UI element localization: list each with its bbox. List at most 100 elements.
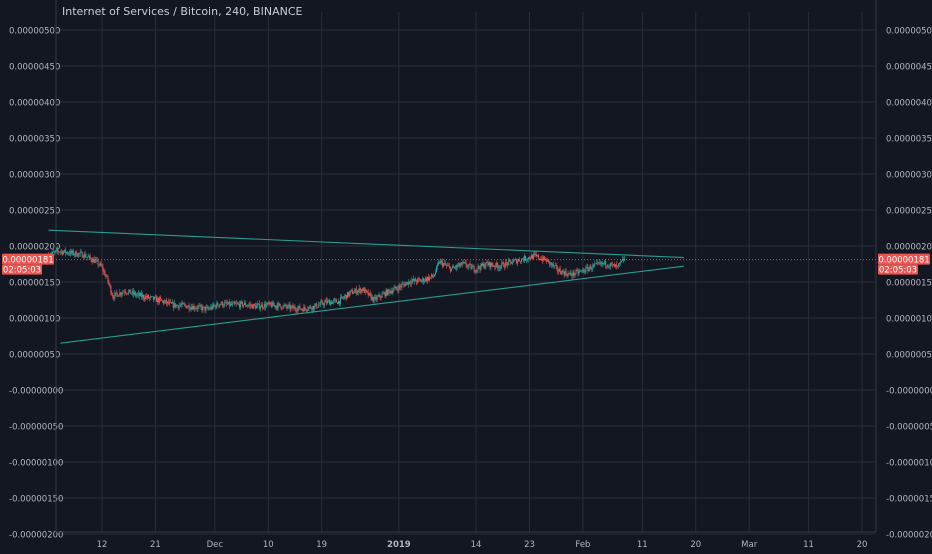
candle-body — [444, 263, 446, 265]
candle-body — [261, 304, 263, 308]
candle-body — [379, 294, 381, 298]
candle-body — [509, 260, 511, 261]
candle-body — [269, 302, 271, 305]
candle-body — [467, 265, 469, 268]
candle-body — [240, 301, 242, 308]
candle-body — [314, 305, 316, 310]
candle-body — [161, 300, 163, 302]
candle-body — [178, 305, 180, 309]
candle-body — [385, 290, 387, 297]
candle-body — [127, 293, 129, 295]
candle-body — [313, 305, 315, 310]
candle-body — [410, 282, 412, 284]
candle-body — [83, 253, 85, 258]
candle-body — [238, 303, 240, 305]
candle-body — [283, 305, 285, 307]
candle-body — [575, 270, 577, 274]
trendline-lower[interactable] — [60, 265, 684, 344]
candle-body — [495, 262, 497, 268]
candle-body — [551, 263, 553, 265]
candle-body — [476, 269, 478, 271]
candle-body — [132, 291, 134, 294]
candle-body — [61, 251, 63, 255]
candle-body — [71, 250, 73, 254]
candle-body — [612, 264, 614, 265]
candle-body — [471, 266, 473, 269]
candle-body — [148, 295, 150, 299]
candle-body — [129, 289, 131, 292]
candle-body — [147, 295, 149, 298]
candle-body — [92, 258, 94, 263]
candle-body — [424, 280, 426, 282]
candle-body — [135, 292, 137, 296]
candle-body — [301, 309, 303, 310]
candle-body — [493, 266, 495, 267]
candle-body — [472, 266, 474, 267]
candle-body — [514, 259, 516, 261]
candle-body — [615, 264, 617, 268]
candle-body — [503, 262, 505, 267]
candle-body — [602, 262, 604, 265]
y-tick-label-left: 0.00000100 — [9, 315, 60, 325]
candle-body — [173, 303, 175, 308]
candle-body — [196, 308, 198, 309]
candle-body — [380, 297, 382, 298]
candle-body — [162, 300, 164, 304]
candle-body — [582, 269, 584, 271]
candle-body — [318, 304, 320, 308]
candle-body — [465, 262, 467, 267]
candle-body — [97, 260, 99, 266]
candle-body — [82, 257, 84, 259]
x-tick-label: Mar — [741, 540, 758, 550]
candle-body — [187, 305, 189, 307]
trendline-upper[interactable] — [48, 229, 684, 259]
candle-body — [288, 304, 290, 306]
candle-body — [401, 284, 403, 288]
candle-body — [253, 304, 255, 306]
candle-body — [456, 265, 458, 267]
candle-body — [593, 264, 595, 266]
candle-body — [483, 263, 485, 268]
candle-body — [618, 264, 620, 266]
candle-body — [473, 266, 475, 272]
candle-body — [558, 268, 560, 272]
candle-body — [369, 292, 371, 295]
candle-body — [182, 302, 184, 304]
y-tick-label-left: 0.00000200 — [9, 243, 60, 253]
candle-body — [609, 266, 611, 268]
candle-body — [434, 274, 435, 277]
candle-body — [530, 255, 532, 259]
candle-body — [289, 304, 291, 310]
candle-body — [168, 301, 170, 304]
candle-body — [451, 266, 453, 269]
candle-body — [296, 310, 298, 312]
candle-body — [360, 289, 362, 293]
candle-body — [525, 256, 527, 261]
candle-body — [469, 263, 471, 265]
candle-body — [64, 249, 66, 254]
candle-body — [119, 292, 121, 296]
candle-body — [231, 303, 233, 305]
candle-body — [408, 281, 410, 285]
x-tick-label: 20 — [690, 540, 701, 550]
candle-body — [344, 295, 346, 297]
y-tick-label-right: -0.00000050 — [886, 423, 932, 433]
candle-body — [330, 301, 332, 305]
candle-body — [461, 262, 463, 265]
candle-body — [125, 292, 127, 294]
candle-body — [414, 278, 416, 281]
candle-body — [214, 305, 216, 307]
candle-body — [522, 258, 524, 260]
y-tick-label-left: 0.00000150 — [9, 279, 60, 289]
candle-body — [201, 306, 203, 311]
candle-body — [567, 273, 569, 277]
candle-body — [87, 256, 89, 258]
candle-body — [254, 305, 256, 309]
candle-body — [229, 301, 231, 306]
plot-area[interactable] — [56, 12, 876, 532]
candle-body — [448, 265, 450, 267]
candle-body — [63, 249, 65, 252]
candle-body — [587, 267, 589, 271]
